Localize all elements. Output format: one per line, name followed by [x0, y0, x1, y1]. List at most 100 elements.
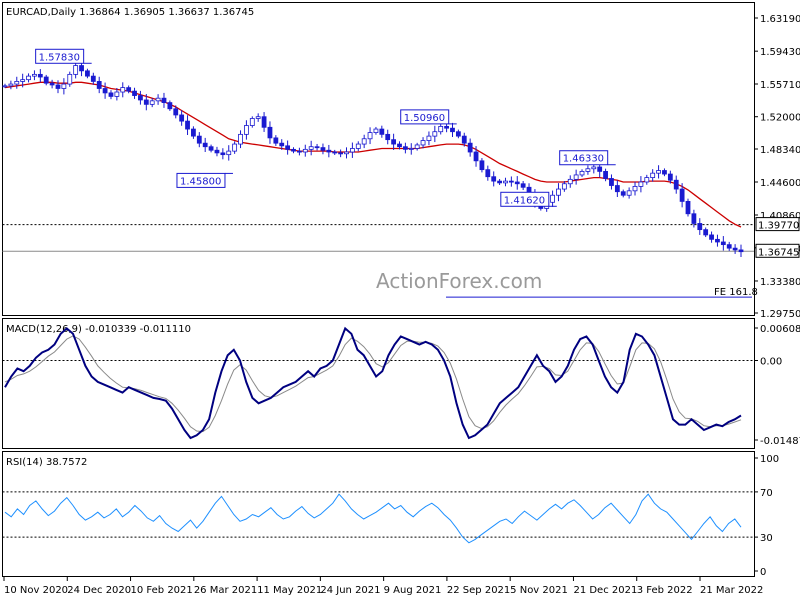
candle-body: [727, 245, 731, 249]
candle-body: [180, 115, 184, 121]
price-candles: [3, 60, 743, 257]
candle-body: [615, 186, 619, 192]
candle-body: [562, 184, 566, 189]
candle-body: [233, 144, 237, 151]
candle-body: [127, 88, 131, 92]
candle-body: [103, 88, 107, 92]
candle-body: [191, 129, 195, 136]
candle-body: [62, 84, 66, 88]
price-moving-average: [5, 82, 741, 227]
time-tick-label: 10 Nov 2020: [4, 585, 68, 596]
rsi-y-tick-label: 30: [760, 533, 773, 544]
time-tick-label: 11 May 2021: [257, 585, 322, 596]
candle-body: [721, 242, 725, 245]
candle-body: [227, 151, 231, 155]
candle-body: [639, 182, 643, 186]
candle-body: [445, 126, 449, 128]
candle-body: [292, 149, 296, 151]
candle-body: [133, 91, 137, 95]
candle-body: [403, 147, 407, 150]
price-y-tick-label: 1.29750: [760, 309, 800, 320]
candle-body: [386, 134, 390, 139]
candle-body: [698, 223, 702, 229]
candle-body: [415, 145, 419, 149]
candle-body: [50, 83, 54, 85]
candle-body: [297, 151, 301, 152]
candle-body: [680, 189, 684, 201]
candle-body: [604, 171, 608, 178]
price-y-tick-label: 1.44600: [760, 178, 800, 189]
candle-body: [256, 117, 260, 119]
watermark: ActionForex.com: [376, 269, 542, 293]
candle-body: [286, 146, 290, 150]
price-y-tick-label: 1.59430: [760, 47, 800, 58]
candle-body: [27, 76, 31, 80]
candle-body: [462, 136, 466, 143]
rsi-panel-frame: [3, 452, 755, 577]
candle-body: [609, 178, 613, 185]
candle-body: [668, 174, 672, 180]
candle-body: [474, 152, 478, 161]
rsi-line: [5, 494, 741, 543]
candle-body: [215, 150, 219, 153]
candle-body: [32, 74, 36, 76]
fe-level-label: FE 161.8: [714, 287, 758, 298]
candle-body: [56, 85, 60, 89]
candle-body: [551, 195, 555, 202]
price-tag-label: 1.39770: [758, 221, 799, 232]
candle-body: [250, 118, 254, 125]
rsi-y-tick-label: 70: [760, 488, 773, 499]
candle-body: [68, 74, 72, 84]
candle-body: [109, 93, 113, 97]
candle-body: [315, 147, 319, 148]
candle-body: [244, 126, 248, 135]
candle-body: [80, 66, 84, 71]
candle-body: [715, 239, 719, 242]
candle-body: [74, 66, 78, 75]
annotation-label: 1.46330: [563, 154, 604, 165]
candle-body: [521, 184, 525, 188]
candle-body: [209, 147, 213, 151]
candle-body: [203, 143, 207, 147]
candle-body: [38, 74, 42, 77]
moving-average-line: [5, 82, 741, 227]
candle-body: [321, 148, 325, 151]
candle-body: [121, 88, 125, 92]
candle-body: [150, 101, 154, 105]
candle-body: [704, 230, 708, 235]
time-tick-label: 26 Mar 2021: [194, 585, 257, 596]
candle-body: [362, 139, 366, 144]
candle-body: [21, 80, 25, 82]
candle-body: [268, 127, 272, 138]
candle-body: [574, 175, 578, 179]
price-y-tick-label: 1.55710: [760, 80, 800, 91]
candle-body: [397, 144, 401, 147]
rsi-y-tick-label: 100: [760, 454, 779, 465]
candle-body: [503, 181, 507, 183]
candle-body: [492, 177, 496, 181]
annotation-label: 1.45800: [180, 176, 221, 187]
macd-main-line: [5, 328, 741, 438]
candle-body: [274, 138, 278, 143]
candle-body: [115, 92, 119, 96]
price-y-tick-label: 1.33380: [760, 277, 800, 288]
candle-body: [651, 173, 655, 177]
price-tag-label: 1.36745: [758, 247, 799, 258]
candle-body: [733, 248, 737, 250]
candle-body: [303, 149, 307, 152]
candle-body: [374, 129, 378, 133]
candle-body: [674, 180, 678, 189]
candle-body: [162, 98, 166, 102]
macd-y-tick-label: 0.006084: [760, 324, 800, 335]
candle-body: [156, 98, 160, 101]
annotation-label: 1.41620: [504, 195, 545, 206]
candle-body: [262, 117, 266, 128]
candle-body: [350, 148, 354, 152]
candle-body: [657, 171, 661, 174]
time-tick-label: 10 Feb 2021: [131, 585, 193, 596]
